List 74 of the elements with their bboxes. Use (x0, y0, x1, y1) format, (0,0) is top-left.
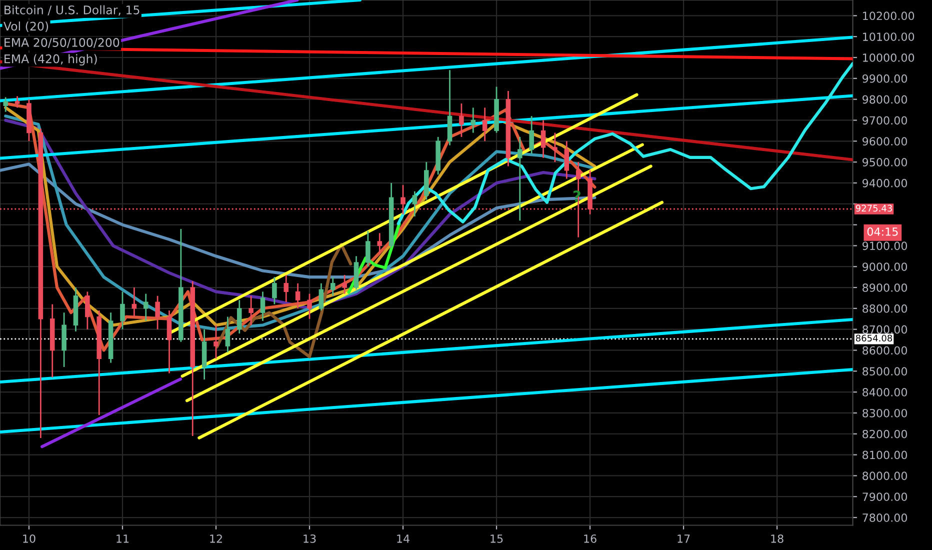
y-tick-label: 8100.00 (862, 450, 908, 460)
x-tick-label: 16 (584, 534, 596, 543)
x-tick-label: 10 (23, 534, 36, 543)
y-tick-label: 9000.00 (862, 262, 908, 271)
y-tick-label: 9500.00 (862, 158, 908, 166)
x-tick-label: 15 (490, 534, 503, 543)
candlestick (412, 190, 418, 218)
annotation: Vol (20) (4, 22, 48, 32)
annotation: ? (574, 190, 580, 202)
candlestick (366, 230, 370, 268)
ref-line-label: 9275.43 (856, 204, 892, 212)
y-tick-label: 7800.00 (862, 513, 908, 522)
candlestick (155, 295, 160, 330)
y-tick-label: 10200.00 (863, 12, 914, 20)
candlestick (482, 106, 488, 142)
candlestick (120, 290, 125, 330)
x-tick-label: 12 (210, 534, 222, 543)
y-tick-label: 9400.00 (862, 178, 908, 188)
candlestick (132, 286, 137, 318)
y-tick-label: 8300.00 (862, 408, 908, 418)
candlestick (307, 293, 312, 320)
candlestick (143, 293, 148, 322)
y-tick-label: 9100.00 (862, 242, 908, 250)
y-tick-label: 9800.00 (862, 95, 908, 104)
candlestick (330, 276, 336, 297)
ref-line-label: 8654.08 (856, 334, 892, 342)
y-tick-label: 8600.00 (862, 346, 908, 355)
y-tick-label: 9900.00 (862, 74, 908, 83)
y-tick-label: 9600.00 (862, 137, 908, 146)
candlestick (260, 290, 266, 322)
x-tick-label: 18 (771, 534, 784, 543)
candlestick (470, 106, 476, 134)
candlestick (518, 136, 522, 222)
y-tick-label: 8500.00 (862, 367, 908, 376)
candlestick (248, 295, 254, 326)
candlestick (14, 95, 20, 108)
x-tick-label: 17 (678, 534, 690, 543)
y-tick-label: 8400.00 (862, 388, 908, 396)
candlestick (295, 282, 300, 310)
candlestick (284, 274, 289, 303)
candlestick (529, 115, 534, 154)
y-tick-label: 8700.00 (862, 325, 908, 334)
y-tick-label: 8200.00 (862, 430, 908, 438)
line-series (396, 62, 853, 226)
candlestick (272, 276, 277, 305)
candlestick (318, 282, 324, 312)
candlestick (564, 140, 570, 180)
y-tick-label: 8800.00 (862, 304, 908, 313)
candlestick (3, 96, 8, 113)
text: 04:15 (867, 227, 898, 236)
candlestick (236, 299, 242, 334)
y-tick-label: 8900.00 (862, 283, 908, 292)
candlestick (214, 324, 218, 360)
candlestick (552, 132, 558, 163)
y-tick-label: 7900.00 (862, 492, 908, 501)
annotation: EMA (420, high) (4, 54, 97, 66)
candlestick (342, 274, 347, 294)
candlestick (166, 310, 172, 374)
candlestick (225, 316, 230, 354)
annotation: EMA 20/50/100/200 (4, 38, 120, 48)
candlestick (540, 120, 546, 159)
candlestick (459, 102, 464, 138)
x-tick-label: 11 (116, 534, 129, 543)
candlestick (85, 290, 90, 330)
line-series (215, 242, 352, 358)
candlestick (576, 161, 581, 238)
y-tick-label: 9700.00 (862, 116, 908, 125)
chart-title: Bitcoin / U.S. Dollar, 15 (4, 5, 140, 16)
candlestick (377, 232, 382, 255)
y-tick-label: 10000.00 (863, 53, 914, 62)
x-tick-label: 14 (397, 534, 410, 543)
x-tick-label: 13 (304, 534, 316, 543)
y-tick-label: 8000.00 (862, 472, 908, 480)
y-tick-label: 10100.00 (863, 32, 914, 41)
